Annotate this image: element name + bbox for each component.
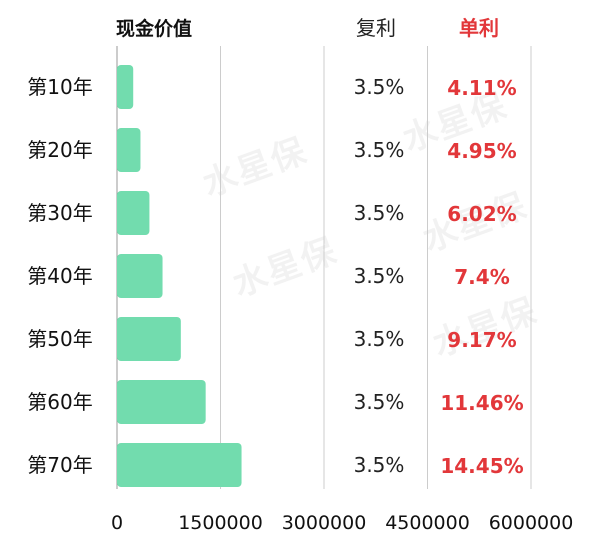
y-category-label: 第20年 [27, 138, 92, 162]
compound-rate-value: 3.5% [354, 264, 405, 288]
bar [117, 317, 181, 361]
x-tick-label: 1500000 [178, 512, 263, 534]
simple-rate-value: 6.02% [447, 202, 516, 226]
x-tick-label: 6000000 [489, 512, 574, 534]
y-category-label: 第40年 [27, 264, 92, 288]
compound-rate-value: 3.5% [354, 453, 405, 477]
simple-rate-value: 4.95% [447, 139, 516, 163]
simple-rate-value: 11.46% [440, 391, 523, 415]
bar [117, 65, 134, 109]
bar [117, 380, 206, 424]
y-category-label: 第10年 [27, 75, 92, 99]
x-tick-label: 3000000 [282, 512, 367, 534]
y-category-label: 第70年 [27, 453, 92, 477]
x-tick-label: 4500000 [385, 512, 470, 534]
x-tick-label: 0 [111, 512, 123, 534]
bar [117, 191, 150, 235]
compound-rate-header: 复利 [356, 16, 396, 40]
simple-rate-value: 7.4% [454, 265, 509, 289]
bar [117, 443, 242, 487]
compound-rate-value: 3.5% [354, 327, 405, 351]
compound-rate-value: 3.5% [354, 201, 405, 225]
compound-rate-value: 3.5% [354, 75, 405, 99]
simple-rate-value: 14.45% [440, 454, 523, 478]
simple-rate-header: 单利 [459, 16, 499, 40]
y-category-label: 第60年 [27, 390, 92, 414]
compound-rate-value: 3.5% [354, 138, 405, 162]
bar [117, 254, 163, 298]
y-category-label: 第50年 [27, 327, 92, 351]
simple-rate-value: 4.11% [447, 76, 516, 100]
bar [117, 128, 141, 172]
y-category-label: 第30年 [27, 201, 92, 225]
chart-title: 现金价值 [116, 18, 193, 40]
compound-rate-value: 3.5% [354, 390, 405, 414]
simple-rate-value: 9.17% [447, 328, 516, 352]
